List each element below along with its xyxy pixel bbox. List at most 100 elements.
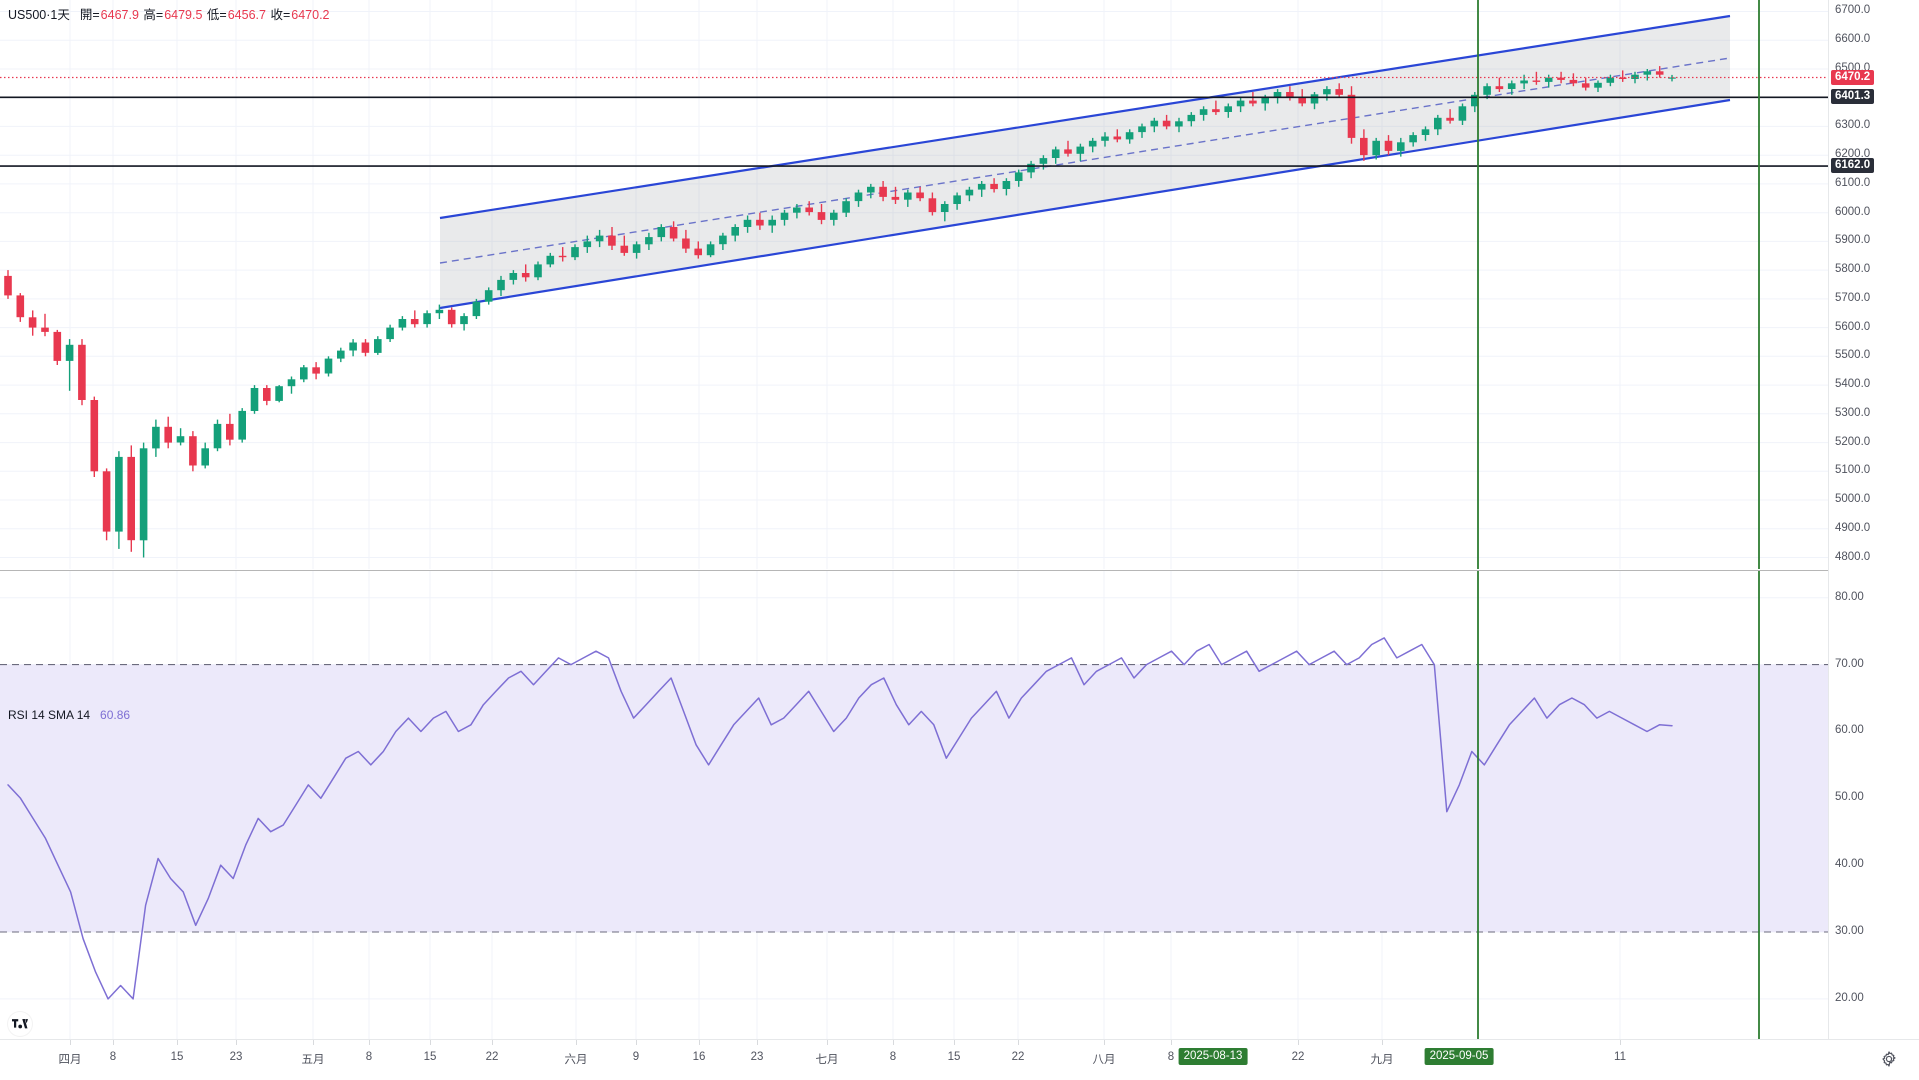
rsi-tick-6: 20.00 (1835, 991, 1864, 1004)
symbol-label[interactable]: US500 (8, 8, 47, 22)
time-label-1: 8 (109, 1051, 117, 1063)
rsi-tick-3: 50.00 (1835, 791, 1864, 804)
chart-legend: US500·1天 開=6467.9 高=6479.5 低=6456.7 收=647… (8, 4, 334, 23)
rsi-tick-2: 60.00 (1835, 724, 1864, 737)
rsi-tick-1: 70.00 (1835, 657, 1864, 670)
price-tick-8: 5900.0 (1835, 234, 1871, 247)
time-label-2: 15 (170, 1051, 184, 1063)
time-label-17: 8 (1167, 1051, 1175, 1063)
time-label-0: 四月 (58, 1054, 82, 1066)
price-grid (0, 0, 1828, 569)
price-tag-dark-2[interactable]: 6162.0 (1831, 158, 1875, 174)
time-label-7: 22 (485, 1051, 499, 1063)
time-label-15: 22 (1011, 1051, 1025, 1063)
time-axis[interactable]: 四月 8 15 23 五月 8 15 22 六月 9 16 23 七月 8 15 22 八月 8 22 九月 11 202… (0, 1039, 1919, 1080)
ohlc-value-1: 6479.5 (164, 8, 206, 22)
price-tick-13: 5400.0 (1835, 378, 1871, 391)
price-tick-15: 5200.0 (1835, 435, 1871, 448)
time-tick-7 (492, 1040, 493, 1045)
price-tick-12: 5500.0 (1835, 349, 1871, 362)
price-tag-dark-1[interactable]: 6401.3 (1831, 89, 1875, 105)
candlestick-series (0, 0, 1828, 569)
ohlc-key-3: 收= (270, 8, 291, 22)
ohlc-key-1: 高= (143, 8, 164, 22)
time-tick-4 (313, 1040, 314, 1045)
rsi-pane[interactable] (0, 571, 1828, 1039)
time-label-11: 23 (750, 1051, 764, 1063)
tv-glyph (12, 1018, 28, 1028)
time-tick-5 (369, 1040, 370, 1045)
time-label-16: 八月 (1092, 1054, 1116, 1066)
rsi-value: 60.86 (100, 708, 131, 722)
price-tag-red-0[interactable]: 6470.2 (1831, 69, 1875, 85)
time-tick-3 (236, 1040, 237, 1045)
price-tick-17: 5000.0 (1835, 493, 1871, 506)
time-tick-10 (699, 1040, 700, 1045)
time-label-3: 23 (229, 1051, 243, 1063)
date-badge-1[interactable]: 2025-09-05 (1424, 1048, 1494, 1065)
time-tick-8 (576, 1040, 577, 1045)
price-tick-9: 5800.0 (1835, 263, 1871, 276)
time-tick-6 (430, 1040, 431, 1045)
rsi-legend: RSI 14 SMA 14 60.86 (8, 708, 130, 722)
price-pane[interactable] (0, 0, 1828, 569)
price-tick-11: 5600.0 (1835, 320, 1871, 333)
time-label-12: 七月 (815, 1054, 839, 1066)
legend-separator: · (46, 8, 51, 22)
price-tick-18: 4900.0 (1835, 521, 1871, 534)
price-tick-16: 5100.0 (1835, 464, 1871, 477)
price-axis[interactable]: 6700.06600.06500.06400.06300.06200.06100… (1828, 0, 1919, 1039)
price-tick-6: 6100.0 (1835, 176, 1871, 189)
rsi-title[interactable]: RSI 14 SMA 14 (8, 708, 91, 722)
time-tick-0 (70, 1040, 71, 1045)
rsi-tick-5: 30.00 (1835, 925, 1864, 938)
ohlc-value-3: 6470.2 (291, 8, 333, 22)
time-label-18: 22 (1291, 1051, 1305, 1063)
time-tick-19 (1382, 1040, 1383, 1045)
time-tick-17 (1171, 1040, 1172, 1045)
price-tick-1: 6600.0 (1835, 33, 1871, 46)
rsi-tick-0: 80.00 (1835, 590, 1864, 603)
time-tick-15 (1018, 1040, 1019, 1045)
price-tick-4: 6300.0 (1835, 119, 1871, 132)
time-label-19: 九月 (1370, 1054, 1394, 1066)
time-tick-20 (1620, 1040, 1621, 1045)
ohlc-value-2: 6456.7 (227, 8, 270, 22)
time-label-13: 8 (889, 1051, 897, 1063)
time-label-20: 11 (1614, 1051, 1626, 1063)
rsi-tick-4: 40.00 (1835, 858, 1864, 871)
ohlc-key-0: 開= (79, 8, 100, 22)
tradingview-logo-icon[interactable] (8, 1012, 32, 1036)
price-tick-14: 5300.0 (1835, 406, 1871, 419)
rsi-series (0, 571, 1828, 1039)
ohlc-values: 開=6467.9 高=6479.5 低=6456.7 收=6470.2 (80, 8, 334, 22)
time-label-5: 8 (365, 1051, 373, 1063)
time-label-8: 六月 (564, 1054, 588, 1066)
gear-icon[interactable] (1880, 1050, 1898, 1068)
price-tick-19: 4800.0 (1835, 550, 1871, 563)
date-badge-0[interactable]: 2025-08-13 (1178, 1048, 1248, 1065)
time-label-4: 五月 (301, 1054, 325, 1066)
time-label-10: 16 (692, 1051, 706, 1063)
ohlc-key-2: 低= (206, 8, 227, 22)
price-tick-5: 6200.0 (1835, 148, 1871, 161)
pane-divider[interactable] (0, 570, 1828, 571)
time-tick-11 (757, 1040, 758, 1045)
time-tick-16 (1104, 1040, 1105, 1045)
time-tick-13 (893, 1040, 894, 1045)
price-tick-0: 6700.0 (1835, 4, 1871, 17)
time-tick-9 (636, 1040, 637, 1045)
time-label-14: 15 (947, 1051, 961, 1063)
ohlc-value-0: 6467.9 (100, 8, 143, 22)
time-tick-1 (113, 1040, 114, 1045)
time-tick-18 (1298, 1040, 1299, 1045)
interval-label[interactable]: 1天 (50, 8, 70, 22)
time-tick-12 (827, 1040, 828, 1045)
time-label-6: 15 (423, 1051, 437, 1063)
price-tick-10: 5700.0 (1835, 291, 1871, 304)
time-tick-14 (954, 1040, 955, 1045)
time-tick-2 (177, 1040, 178, 1045)
time-label-9: 9 (632, 1051, 640, 1063)
price-tick-7: 6000.0 (1835, 205, 1871, 218)
